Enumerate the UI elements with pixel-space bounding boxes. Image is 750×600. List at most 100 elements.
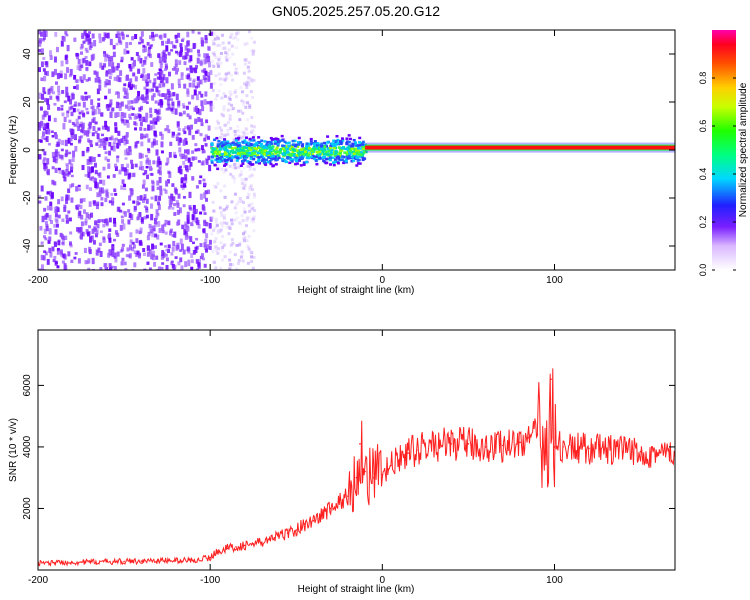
heatmap-cell [202, 206, 206, 212]
heatmap-cell [112, 51, 116, 58]
heatmap-cell [246, 196, 250, 200]
heatmap-cell [171, 131, 175, 138]
heatmap-cell [178, 207, 182, 214]
heatmap-cell [199, 211, 203, 215]
heatmap-cell [105, 70, 109, 75]
heatmap-cell [127, 209, 131, 213]
heatmap-cell [247, 235, 251, 239]
heatmap-cell [222, 164, 226, 167]
colorbar-gradient [712, 30, 736, 270]
heatmap-cell [228, 114, 232, 118]
heatmap-cell [264, 158, 268, 162]
heatmap-cell [237, 136, 241, 140]
heatmap-cell [219, 155, 223, 158]
heatmap-cell [68, 119, 72, 123]
heatmap-cell [340, 158, 344, 161]
heatmap-cell [85, 78, 89, 82]
heatmap-cell [243, 181, 247, 185]
heatmap-cell [145, 112, 149, 119]
heatmap-cell [87, 77, 91, 81]
heatmap-cell [116, 75, 120, 82]
colorbar-tick-label: 0.8 [698, 72, 708, 85]
heatmap-cell [240, 130, 244, 134]
heatmap-cell [182, 110, 186, 115]
heatmap-cell [232, 36, 236, 40]
heatmap-cell [184, 223, 188, 230]
heatmap-cell [157, 156, 161, 160]
heatmap-cell [106, 192, 110, 198]
heatmap-cell [174, 63, 178, 68]
heatmap-cell [215, 165, 219, 169]
heatmap-cell [232, 165, 236, 169]
heatmap-cell [321, 156, 325, 159]
heatmap-cell [190, 67, 194, 74]
heatmap-cell [295, 149, 299, 152]
heatmap-cell [159, 242, 163, 246]
heatmap-cell [251, 266, 255, 270]
heatmap-cell [236, 261, 240, 265]
spectrogram-heatmap [38, 30, 675, 270]
heatmap-cell [244, 83, 248, 87]
heatmap-cell [234, 35, 238, 39]
heatmap-cell [255, 141, 259, 145]
heatmap-cell [280, 157, 284, 161]
heatmap-cell [117, 32, 121, 38]
heatmap-cell [227, 102, 231, 106]
heatmap-cell [150, 213, 154, 221]
heatmap-cell [96, 201, 100, 206]
heatmap-cell [39, 139, 43, 143]
heatmap-cell [345, 142, 349, 145]
heatmap-cell [188, 165, 192, 171]
heatmap-cell [151, 31, 155, 38]
heatmap-cell [43, 207, 47, 212]
heatmap-cell [315, 155, 319, 159]
heatmap-cell [116, 155, 120, 158]
heatmap-cell [314, 159, 318, 163]
heatmap-cell [326, 135, 330, 138]
heatmap-cell [245, 85, 249, 89]
heatmap-cell [243, 152, 247, 155]
heatmap-cell [91, 228, 95, 234]
snr-point [424, 446, 427, 448]
heatmap-cell [66, 112, 70, 118]
heatmap-cell [57, 85, 61, 92]
heatmap-cell [181, 185, 185, 190]
heatmap-cell [347, 146, 351, 150]
heatmap-cell [251, 149, 255, 152]
heatmap-cell [345, 147, 349, 151]
heatmap-cell [163, 59, 167, 63]
heatmap-cell [127, 219, 131, 225]
heatmap-cell [114, 122, 118, 127]
heatmap-cell [160, 133, 164, 140]
heatmap-cell [185, 105, 189, 110]
heatmap-cell [43, 228, 47, 235]
heatmap-cell [141, 165, 145, 171]
heatmap-cell [88, 45, 92, 51]
heatmap-cell [94, 169, 98, 175]
heatmap-cell [230, 218, 234, 222]
snr-point [295, 529, 298, 531]
heatmap-cell [210, 155, 214, 158]
heatmap-cell [157, 266, 161, 270]
heatmap-cell [38, 30, 42, 35]
heatmap-cell [250, 116, 254, 120]
heatmap-cell [201, 257, 205, 261]
heatmap-cell [268, 141, 272, 144]
heatmap-cell [105, 137, 109, 142]
heatmap-cell [105, 82, 109, 86]
heatmap-cell [335, 156, 339, 159]
heatmap-cell [203, 220, 207, 224]
heatmap-cell [50, 192, 54, 199]
heatmap-cell [352, 138, 356, 142]
heatmap-cell [320, 147, 324, 150]
heatmap-cell [108, 141, 112, 147]
heatmap-cell [328, 156, 332, 159]
heatmap-cell [123, 48, 127, 55]
heatmap-cell [231, 141, 235, 144]
heatmap-cell [115, 137, 119, 141]
heatmap-cell [240, 199, 244, 203]
heatmap-cell [94, 178, 98, 182]
heatmap-cell [41, 135, 45, 140]
heatmap-cell [118, 169, 122, 175]
heatmap-cell [43, 157, 47, 161]
